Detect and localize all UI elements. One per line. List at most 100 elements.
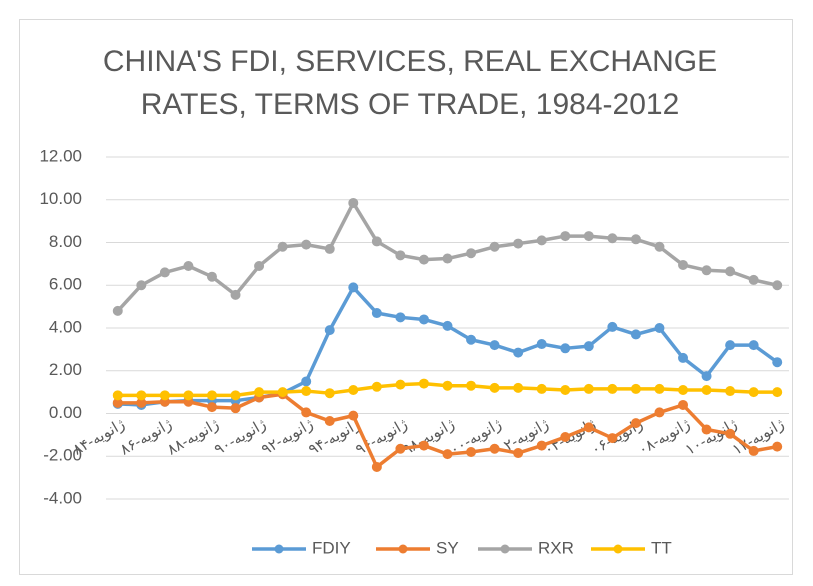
- y-tick-label: -4.00: [43, 488, 82, 507]
- data-point: [301, 239, 312, 250]
- data-point: [348, 197, 359, 208]
- data-point: [583, 422, 594, 433]
- data-point: [442, 320, 453, 331]
- data-point: [230, 403, 241, 414]
- data-point: [348, 282, 359, 293]
- data-point: [748, 340, 759, 351]
- data-point: [301, 386, 312, 397]
- data-point: [466, 380, 477, 391]
- legend-marker: [613, 544, 623, 554]
- legend-marker: [500, 544, 510, 554]
- chart-title: CHINA'S FDI, SERVICES, REAL EXCHANGE RAT…: [102, 45, 718, 121]
- data-point: [513, 448, 524, 459]
- data-point: [536, 440, 547, 451]
- data-point: [254, 387, 265, 398]
- data-point: [607, 321, 618, 332]
- data-point: [701, 384, 712, 395]
- data-point: [395, 312, 406, 323]
- data-point: [583, 383, 594, 394]
- data-point: [536, 339, 547, 350]
- data-point: [395, 250, 406, 261]
- data-point: [442, 449, 453, 460]
- y-tick-label: 12.00: [39, 146, 82, 165]
- y-tick-label: 6.00: [49, 275, 82, 294]
- data-point: [206, 402, 217, 413]
- data-point: [630, 383, 641, 394]
- data-point: [489, 382, 500, 393]
- data-point: [560, 231, 571, 242]
- data-point: [725, 386, 736, 397]
- data-point: [348, 384, 359, 395]
- data-point: [772, 387, 783, 398]
- data-point: [748, 274, 759, 285]
- data-point: [466, 334, 477, 345]
- data-point: [371, 461, 382, 472]
- data-point: [678, 352, 689, 363]
- data-point: [748, 445, 759, 456]
- legend-marker: [398, 544, 408, 554]
- data-point: [206, 390, 217, 401]
- data-point: [159, 267, 170, 278]
- legend-label: FDIY: [312, 538, 351, 557]
- data-point: [466, 248, 477, 259]
- data-point: [772, 357, 783, 368]
- data-point: [348, 410, 359, 421]
- y-tick-label: 4.00: [49, 317, 82, 336]
- data-point: [678, 399, 689, 410]
- legend-label: SY: [436, 538, 459, 557]
- data-point: [513, 238, 524, 249]
- y-tick-label: 0.00: [49, 403, 82, 422]
- data-point: [489, 241, 500, 252]
- data-point: [560, 384, 571, 395]
- data-point: [324, 325, 335, 336]
- y-tick-label: 10.00: [39, 189, 82, 208]
- data-point: [772, 441, 783, 452]
- data-point: [513, 382, 524, 393]
- data-point: [206, 271, 217, 282]
- data-point: [254, 261, 265, 272]
- data-point: [654, 407, 665, 418]
- data-point: [418, 254, 429, 265]
- data-point: [536, 235, 547, 246]
- data-point: [159, 390, 170, 401]
- data-point: [772, 280, 783, 291]
- data-point: [630, 234, 641, 245]
- data-point: [560, 343, 571, 354]
- data-point: [324, 243, 335, 254]
- data-point: [230, 390, 241, 401]
- y-tick-label: 2.00: [49, 360, 82, 379]
- data-point: [607, 433, 618, 444]
- data-point: [112, 390, 123, 401]
- y-tick-label: 8.00: [49, 232, 82, 251]
- legend-label: RXR: [538, 538, 574, 557]
- data-point: [560, 432, 571, 443]
- data-point: [489, 340, 500, 351]
- data-point: [583, 341, 594, 352]
- data-point: [277, 241, 288, 252]
- data-point: [654, 383, 665, 394]
- data-point: [725, 266, 736, 277]
- data-point: [583, 231, 594, 242]
- data-point: [654, 323, 665, 333]
- data-point: [748, 387, 759, 398]
- data-point: [230, 289, 241, 300]
- data-point: [630, 329, 641, 340]
- data-point: [301, 407, 312, 418]
- data-point: [136, 280, 147, 291]
- data-point: [701, 424, 712, 435]
- data-point: [489, 443, 500, 454]
- legend-label: TT: [651, 538, 672, 557]
- data-point: [654, 241, 665, 252]
- data-point: [183, 390, 194, 401]
- data-point: [442, 380, 453, 391]
- data-point: [418, 378, 429, 389]
- data-point: [395, 379, 406, 390]
- data-point: [536, 383, 547, 394]
- data-point: [301, 376, 312, 387]
- data-point: [371, 236, 382, 247]
- y-tick-label: -2.00: [43, 446, 82, 465]
- data-point: [442, 253, 453, 264]
- data-point: [324, 388, 335, 399]
